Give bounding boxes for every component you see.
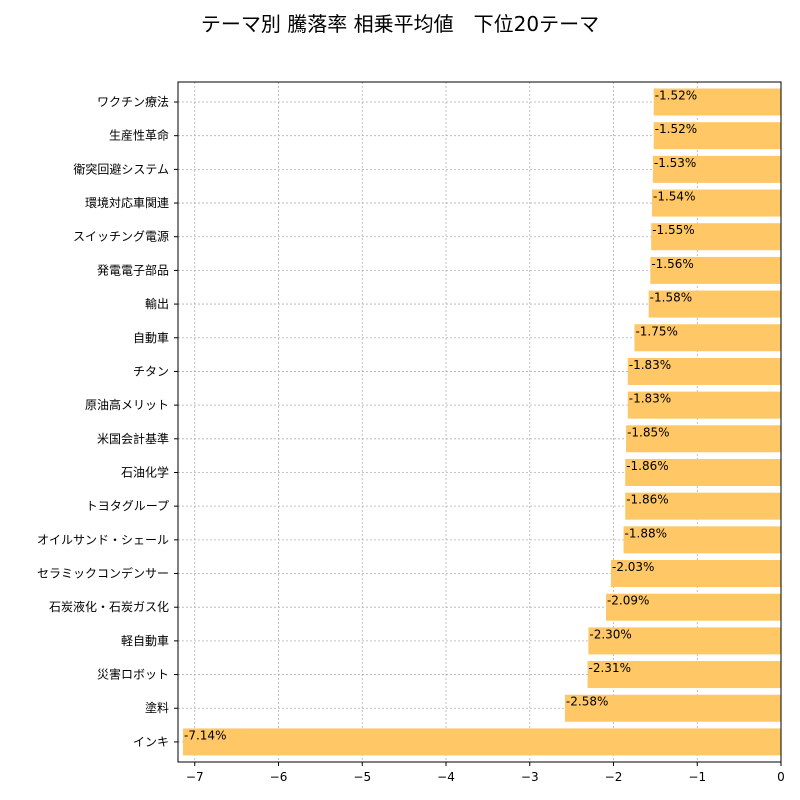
category-label: 発電電子部品 xyxy=(97,262,169,277)
category-label: トヨタグループ xyxy=(86,499,169,513)
bar-value-label: -1.83% xyxy=(629,392,671,406)
bar xyxy=(634,324,781,352)
bar xyxy=(625,458,781,486)
bar-layer xyxy=(183,88,781,756)
bar xyxy=(651,223,781,251)
plot-frame xyxy=(177,81,782,763)
bar-value-label: -7.14% xyxy=(184,728,226,742)
bar-value-label: -1.52% xyxy=(655,122,697,136)
bar-value-label: -1.54% xyxy=(653,190,695,204)
bar xyxy=(183,728,781,756)
x-tick-label: −3 xyxy=(521,770,539,784)
category-label: 輸出 xyxy=(145,296,169,311)
x-tick-label: −7 xyxy=(186,770,204,784)
bar-value-label: -1.86% xyxy=(626,459,668,473)
bar-value-label: -2.03% xyxy=(612,560,654,574)
bar-value-label: -1.86% xyxy=(626,493,668,507)
bar xyxy=(564,694,781,722)
bar-value-label: -1.53% xyxy=(654,156,696,170)
axis-layer: −7 −6 −5 −4 −3 −2 −1 0 ワクチン療法生産性革命衛突回避システム環境対応車関… xyxy=(37,95,785,784)
category-label: スイッチング電源 xyxy=(73,230,169,244)
bar-value-label: -2.09% xyxy=(607,594,649,608)
bar xyxy=(623,526,781,554)
bar xyxy=(648,290,781,318)
bar-value-label: -1.88% xyxy=(625,526,667,540)
bar xyxy=(625,492,781,520)
bar-value-label: -2.30% xyxy=(589,627,631,641)
bar xyxy=(653,88,781,116)
bar xyxy=(653,122,781,150)
category-label: 塗料 xyxy=(145,700,169,715)
bar xyxy=(588,627,781,655)
category-label: 軽自動車 xyxy=(121,634,169,648)
value-label-layer: -1.52% -1.52% -1.53% -1.54% -1.55% -1.56% -1.5… xyxy=(184,89,697,743)
category-label: セラミックコンデンサー xyxy=(37,566,169,581)
category-label: 原油高メリット xyxy=(85,397,169,412)
x-tick-label: −1 xyxy=(688,770,706,784)
category-label: チタン xyxy=(133,364,169,378)
category-label: 石炭液化・石炭ガス化 xyxy=(49,599,169,614)
bar xyxy=(587,661,781,689)
x-tick-label: −5 xyxy=(353,770,371,784)
category-label: 災害ロボット xyxy=(97,667,169,682)
bar xyxy=(650,256,781,284)
category-label: インキ xyxy=(133,735,169,749)
category-label: ワクチン療法 xyxy=(97,95,169,109)
x-tick-label: 0 xyxy=(777,770,785,784)
x-tick-label: −2 xyxy=(605,770,623,784)
bar-value-label: -2.58% xyxy=(566,695,608,709)
bar xyxy=(610,560,781,588)
bar-value-label: -1.75% xyxy=(635,324,677,338)
category-label: 生産性革命 xyxy=(109,128,169,143)
bar-value-label: -1.58% xyxy=(650,291,692,305)
bar xyxy=(652,189,781,217)
bar-value-label: -1.55% xyxy=(652,223,694,237)
category-label: 米国会計基準 xyxy=(97,431,169,446)
bar-value-label: -2.31% xyxy=(589,661,631,675)
x-tick-label: −4 xyxy=(437,770,455,784)
bar-value-label: -1.85% xyxy=(627,425,669,439)
bar xyxy=(652,155,781,183)
category-label: オイルサンド・シェール xyxy=(37,533,169,547)
category-label: 石油化学 xyxy=(121,464,169,479)
x-tick-label: −6 xyxy=(270,770,288,784)
chart-title: テーマ別 騰落率 相乗平均値 下位20テーマ xyxy=(200,12,600,36)
category-label: 衛突回避システム xyxy=(73,161,169,176)
bar xyxy=(605,593,781,621)
category-label: 環境対応車関連 xyxy=(85,195,169,210)
category-label: 自動車 xyxy=(133,331,169,345)
bar-value-label: -1.56% xyxy=(651,257,693,271)
bar xyxy=(627,391,781,419)
bar xyxy=(627,357,781,385)
bar-value-label: -1.52% xyxy=(655,89,697,103)
bar xyxy=(626,425,781,453)
bar-value-label: -1.83% xyxy=(629,358,671,372)
grid-layer xyxy=(178,82,782,762)
